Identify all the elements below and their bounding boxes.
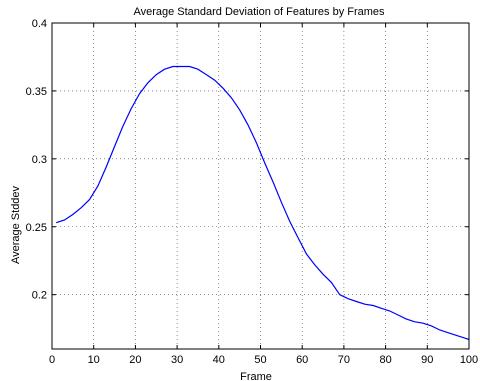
chart-title: Average Standard Deviation of Features b… — [133, 6, 385, 18]
x-tick-label: 20 — [129, 354, 141, 366]
x-tick-label: 90 — [421, 354, 433, 366]
series-line — [56, 65, 470, 341]
x-tick-label: 60 — [296, 354, 308, 366]
x-tick-label: 50 — [254, 354, 266, 366]
x-tick-label: 10 — [88, 354, 100, 366]
axis-ticks: 0 10 20 30 40 50 60 70 80 90 100 0.2 0.25 0.3 0.35 0.4 — [26, 18, 479, 366]
x-tick-label: 0 — [49, 354, 55, 366]
y-tick-label: 0.3 — [32, 154, 47, 166]
y-axis-label: Average Stddev — [10, 185, 22, 264]
grid-lines — [52, 23, 469, 349]
y-tick-label: 0.2 — [32, 290, 47, 302]
x-tick-label: 70 — [338, 354, 350, 366]
data-series — [56, 65, 470, 341]
y-tick-label: 0.4 — [32, 18, 47, 30]
y-tick-label: 0.35 — [26, 86, 47, 98]
x-axis-label: Frame — [240, 371, 272, 381]
x-tick-label: 40 — [213, 354, 225, 366]
x-tick-label: 80 — [379, 354, 391, 366]
x-tick-label: 100 — [460, 354, 478, 366]
x-tick-label: 30 — [171, 354, 183, 366]
y-tick-label: 0.25 — [26, 222, 47, 234]
